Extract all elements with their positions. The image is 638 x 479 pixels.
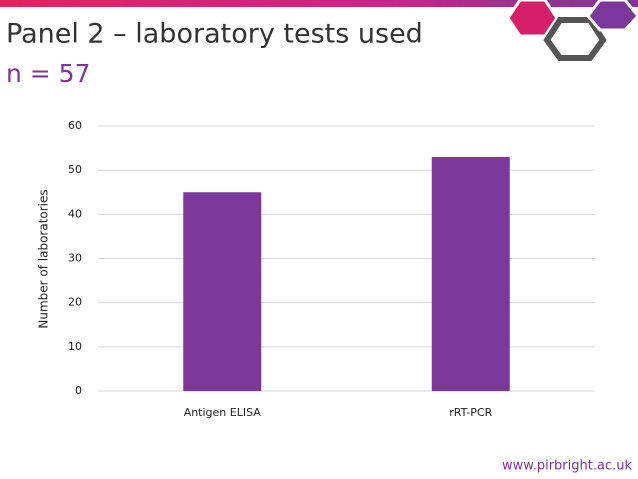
x-tick-label: rRT-PCR [449,406,492,419]
y-tick-label: 40 [68,207,82,220]
top-bar [0,0,638,7]
y-tick-label: 20 [68,296,82,309]
y-tick-label: 0 [75,384,82,397]
y-tick-label: 60 [68,119,82,132]
x-tick-label: Antigen ELISA [184,406,262,419]
y-tick-label: 50 [68,163,82,176]
subtitle: n = 57 [6,59,91,88]
y-tick-label: 10 [68,340,82,353]
slide-title: Panel 2 – laboratory tests used [6,19,423,50]
logo-hexagons [506,0,638,61]
bar [431,156,510,391]
bar [183,192,262,391]
y-axis-title: Number of laboratories [37,189,51,328]
footer-url: www.pirbright.ac.uk [502,459,632,474]
y-tick-label: 30 [68,252,82,265]
